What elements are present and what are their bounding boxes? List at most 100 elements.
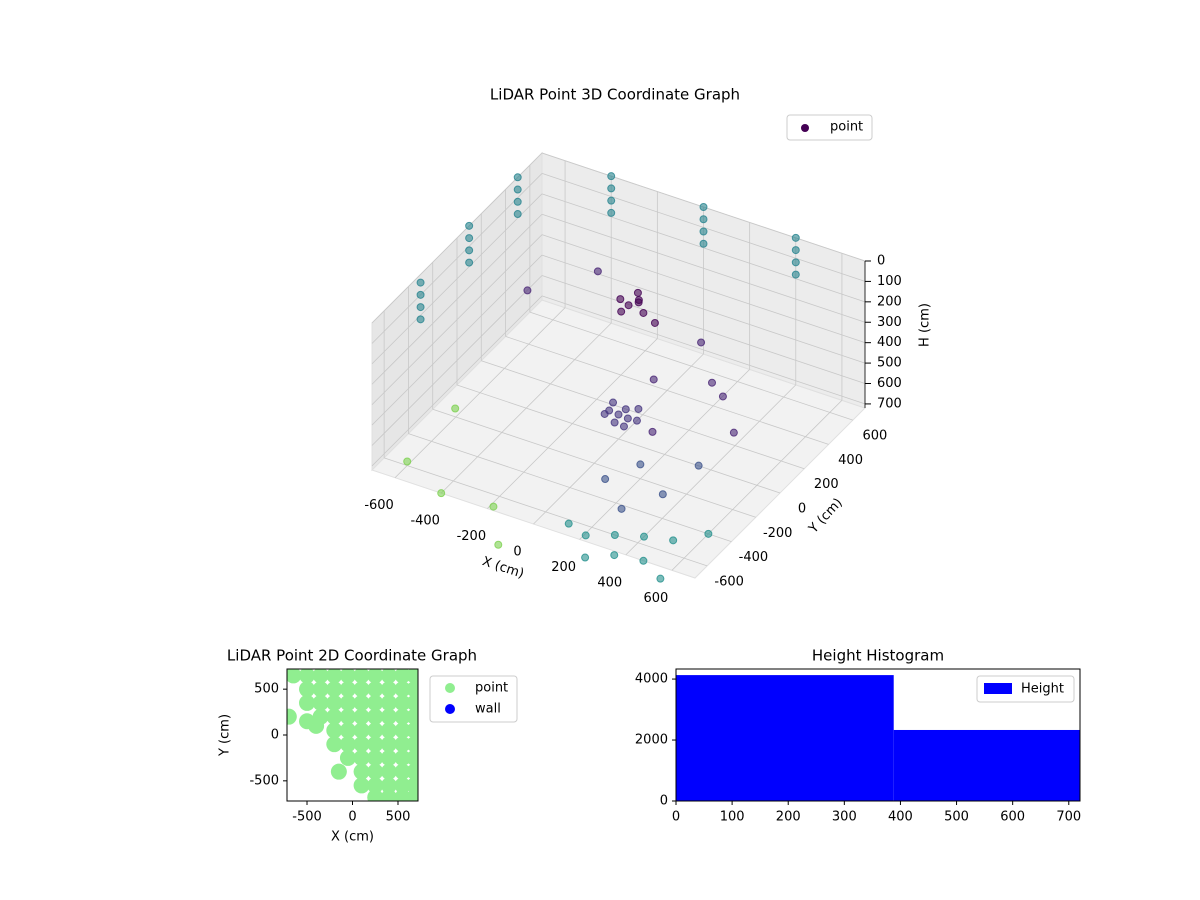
point [451, 404, 460, 413]
grid-line [371, 254, 543, 426]
point [406, 736, 418, 753]
point [607, 172, 616, 181]
point [465, 221, 474, 230]
legend-label: Height [1021, 682, 1064, 697]
z-tick-label: 500 [877, 356, 902, 371]
grid-line [541, 213, 866, 323]
plot-histogram: 0 100 200 300 400 500 600 700 0 2000 4000 Height [635, 668, 1081, 825]
x-tick-label: 700 [1056, 810, 1081, 825]
z-tick-label: 0 [877, 254, 885, 269]
point [394, 694, 411, 711]
point [367, 763, 384, 780]
bars [676, 675, 1080, 801]
grid-line [371, 173, 543, 344]
x-tick-label: 500 [386, 810, 411, 825]
legend-marker [801, 124, 809, 132]
point [406, 708, 418, 725]
grid-line [481, 360, 805, 470]
point [353, 694, 370, 711]
point [394, 681, 411, 698]
y-tick-label: -600 [714, 574, 744, 589]
x-tick-label: -500 [292, 810, 322, 825]
point [658, 490, 667, 499]
point [339, 708, 356, 725]
point [614, 410, 623, 419]
grid-line [541, 173, 866, 282]
point [791, 270, 800, 279]
x-tick-label: 600 [644, 591, 669, 606]
chart-title: LiDAR Point 2D Coordinate Graph [227, 647, 477, 665]
point [287, 669, 302, 684]
point [581, 531, 590, 540]
point [380, 789, 397, 801]
point [704, 529, 713, 538]
point [406, 681, 418, 698]
y-tick-label: 0 [271, 728, 279, 743]
point [634, 404, 643, 413]
point [339, 681, 356, 698]
point [367, 694, 384, 711]
point [380, 669, 397, 684]
grid-line [371, 213, 543, 385]
point [694, 461, 703, 470]
point [791, 258, 800, 267]
point [610, 551, 619, 560]
chart-title: LiDAR Point 3D Coordinate Graph [490, 86, 740, 104]
point [699, 239, 708, 248]
grid-line [505, 336, 829, 445]
grid-line [529, 311, 853, 421]
grid-line [371, 295, 543, 467]
z-tick-label: 400 [877, 335, 902, 350]
point [339, 736, 356, 753]
grid-line [456, 384, 781, 494]
legend-label: wall [475, 702, 501, 717]
grid-line [541, 295, 866, 405]
bar [893, 729, 1080, 801]
point [650, 318, 659, 327]
point [326, 722, 343, 739]
point [619, 422, 628, 431]
grid-line [541, 275, 866, 384]
point [299, 681, 316, 698]
point [339, 694, 356, 711]
points [287, 669, 418, 801]
point [353, 681, 370, 698]
point [394, 736, 411, 753]
z-tick-label: 100 [877, 274, 902, 289]
point [287, 708, 297, 725]
point [494, 540, 503, 549]
point [406, 749, 418, 766]
point [791, 233, 800, 242]
grid-line [541, 193, 866, 303]
x-tick-label: 400 [597, 575, 622, 590]
point [406, 669, 418, 684]
point [380, 777, 397, 794]
grid-line [432, 408, 756, 518]
point [380, 749, 397, 766]
x-tick-label: -400 [410, 514, 440, 529]
point [791, 246, 800, 255]
point [416, 290, 425, 299]
point [339, 669, 356, 684]
x-tick-label: 0 [672, 810, 680, 825]
grid-line [384, 457, 708, 567]
y-tick-label: 2000 [635, 733, 668, 748]
point [394, 722, 411, 739]
point [610, 531, 619, 539]
y-tick-label: -200 [763, 526, 793, 541]
point [326, 681, 343, 698]
point [403, 457, 412, 466]
x-tick-label: 100 [720, 810, 745, 825]
point [624, 301, 633, 310]
point [380, 708, 397, 725]
point [465, 258, 474, 267]
point [632, 416, 641, 425]
point [394, 708, 411, 725]
point [339, 722, 356, 739]
point [367, 777, 384, 794]
point [353, 722, 370, 739]
point [513, 197, 522, 206]
legend-marker [445, 683, 455, 693]
point [593, 267, 602, 276]
